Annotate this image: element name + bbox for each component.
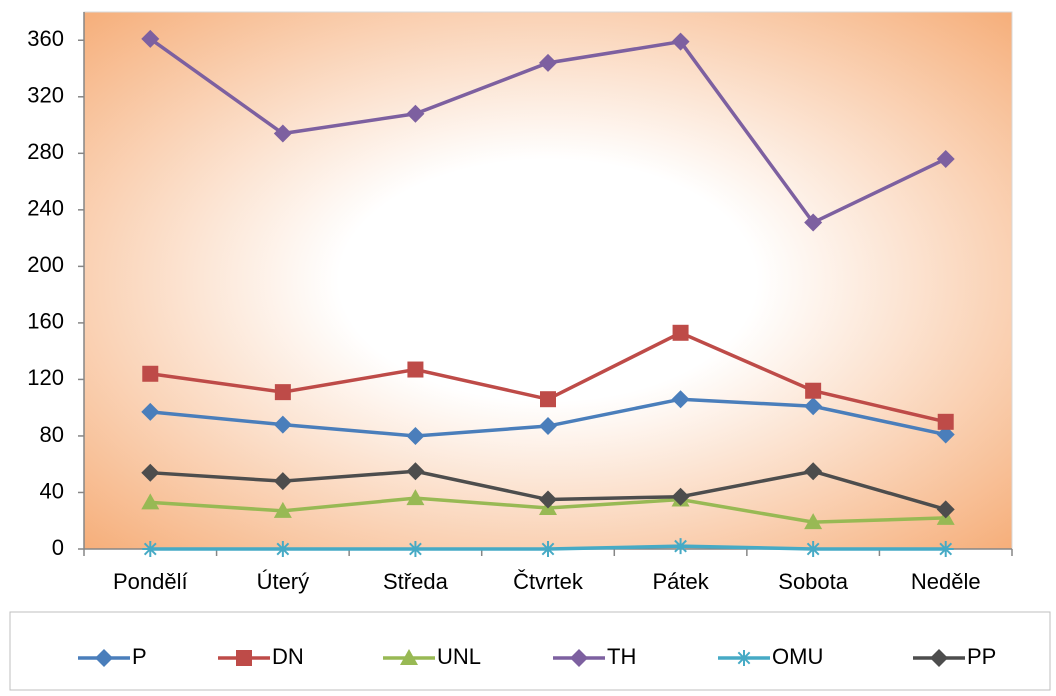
data-point — [937, 541, 954, 557]
y-tick-label: 0 — [52, 535, 64, 560]
legend-box — [9, 611, 1051, 691]
legend-marker — [736, 650, 752, 666]
data-point — [672, 324, 689, 341]
data-point — [407, 541, 424, 557]
legend-label: P — [132, 644, 147, 669]
data-point — [804, 462, 823, 481]
data-point — [804, 397, 823, 416]
data-point — [406, 462, 425, 481]
data-point — [937, 413, 954, 430]
data-point — [273, 124, 292, 143]
data-point — [540, 391, 556, 408]
data-point — [804, 513, 823, 530]
data-point — [936, 500, 955, 519]
data-point — [407, 361, 424, 378]
data-point — [539, 490, 557, 509]
data-point — [273, 472, 292, 491]
y-tick-label: 240 — [27, 196, 64, 221]
data-point — [936, 149, 955, 168]
data-point — [539, 417, 557, 436]
y-tick-label: 200 — [27, 252, 64, 277]
data-point — [406, 426, 425, 445]
data-point — [671, 487, 690, 506]
y-tick-label: 280 — [27, 139, 64, 164]
y-tick-label: 120 — [27, 365, 64, 390]
data-point — [936, 425, 955, 444]
y-tick-label: 40 — [40, 478, 64, 503]
legend-marker — [930, 649, 948, 667]
y-tick-label: 160 — [27, 309, 64, 334]
legend-label: PP — [967, 644, 996, 669]
data-point — [672, 538, 689, 555]
data-point — [141, 493, 160, 510]
data-point — [804, 213, 823, 232]
data-point — [671, 32, 690, 51]
data-point — [142, 365, 159, 382]
x-tick-label: Pondělí — [113, 569, 188, 594]
x-tick-label: Sobota — [778, 569, 848, 594]
legend-marker — [236, 650, 252, 666]
data-point — [141, 29, 160, 48]
y-tick-label: 80 — [40, 422, 64, 447]
data-point — [805, 382, 822, 399]
data-point — [274, 384, 291, 401]
legend-label: OMU — [772, 644, 823, 669]
data-point — [406, 489, 425, 506]
y-tick-label: 360 — [27, 26, 64, 51]
data-point — [539, 53, 557, 72]
legend-marker — [400, 649, 418, 665]
x-tick-label: Úterý — [257, 569, 310, 594]
legend-marker — [95, 649, 113, 667]
legend-label: DN — [272, 644, 304, 669]
data-point — [671, 390, 690, 409]
data-point — [142, 541, 159, 557]
x-tick-label: Pátek — [652, 569, 709, 594]
data-point — [805, 541, 822, 557]
x-tick-label: Čtvrtek — [513, 569, 584, 594]
data-point — [540, 541, 556, 557]
legend-marker — [570, 649, 588, 667]
data-point — [406, 104, 425, 123]
data-point — [274, 541, 291, 557]
y-tick-label: 320 — [27, 83, 64, 108]
legend-label: UNL — [437, 644, 481, 669]
data-point — [141, 463, 160, 482]
data-point — [141, 402, 160, 421]
legend-label: TH — [607, 644, 636, 669]
data-point — [273, 415, 292, 434]
x-tick-label: Neděle — [911, 569, 981, 594]
x-tick-label: Středa — [383, 569, 449, 594]
data-point — [273, 501, 292, 518]
